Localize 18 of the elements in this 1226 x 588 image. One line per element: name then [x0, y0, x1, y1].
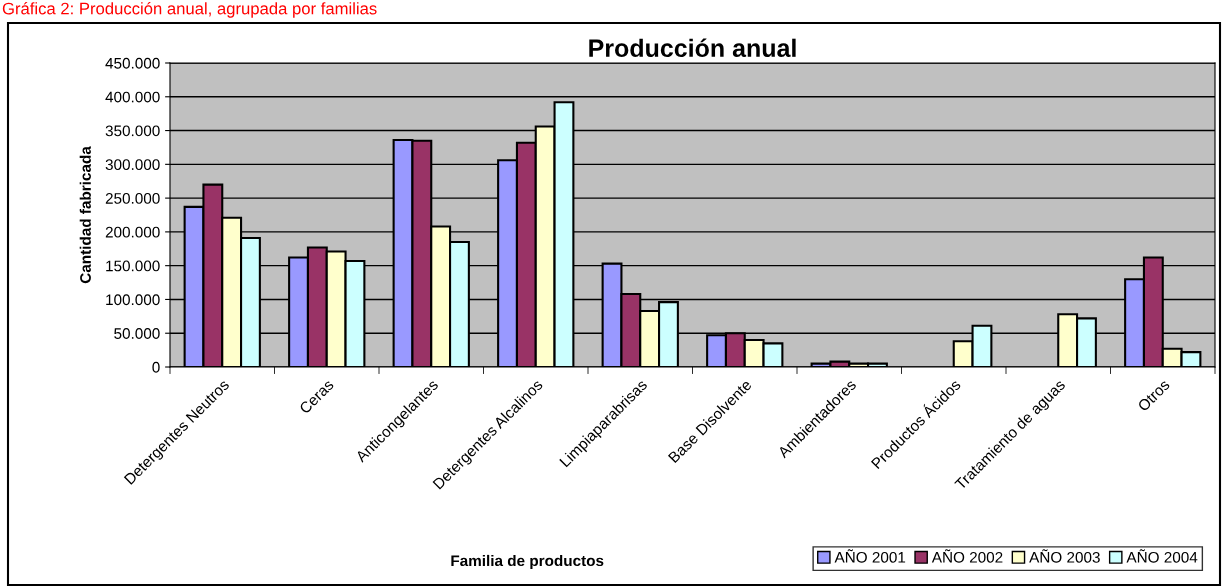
y-tick-label: 300.000	[105, 159, 160, 171]
y-axis-title: Cantidad fabricada	[79, 146, 91, 284]
y-tick-label: 200.000	[105, 226, 160, 238]
y-tick-label: 150.000	[106, 260, 160, 272]
y-tick-label: 250.000	[105, 192, 160, 204]
y-tick-label: 450.000	[105, 57, 160, 69]
y-tick-label: 100.000	[106, 294, 160, 306]
legend-label: AÑO 2004	[1126, 549, 1198, 563]
legend-label: AÑO 2001	[834, 549, 906, 563]
text: Gráfica 2: Producción anual, agrupada por familias	[2, 2, 377, 18]
x-axis-title: Familia de productos	[451, 554, 604, 570]
chart-title: Producción anual	[589, 38, 796, 58]
y-tick-label: 350.000	[105, 125, 160, 137]
legend-label: AÑO 2002	[931, 549, 1003, 563]
y-tick-label: 400.000	[105, 91, 160, 103]
legend-label: AÑO 2003	[1029, 549, 1100, 563]
y-tick-label: 0	[152, 361, 160, 373]
y-tick-label: 50.000	[114, 328, 160, 339]
